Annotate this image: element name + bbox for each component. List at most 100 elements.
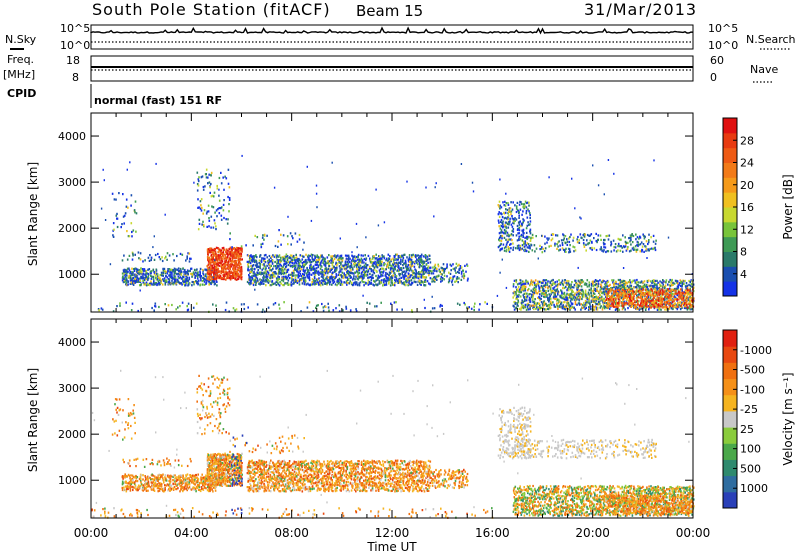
echo-cell [320,261,322,264]
echo-cell [554,291,557,294]
echo-cell [154,253,157,257]
echo-cell [570,298,572,301]
echo-cell [649,290,652,293]
echo-cell [333,265,335,268]
echo-cell [333,257,336,261]
freq-trace [91,66,693,71]
echo-cell [271,273,274,276]
echo-cell [377,277,379,280]
echo-cell [601,291,604,295]
echo-cell [319,284,322,287]
echo-cell [523,207,525,210]
echo-cell [615,302,617,305]
echo-cell [668,280,670,284]
echo-cell [527,243,530,246]
echo-cell [232,276,235,279]
echo-cell [208,249,211,252]
echo-cell [687,293,689,296]
echo-cell [530,236,532,239]
echo-cell [411,263,413,266]
echo-cell [635,248,638,251]
echo-cell [414,275,417,278]
echo-cell [625,249,628,252]
echo-cell [267,271,270,274]
echo-cell [304,263,306,266]
echo-cell [457,281,459,284]
echo-cell [187,283,190,286]
echo-cell [502,201,504,204]
echo-cell [639,304,641,307]
echo-cell [570,233,572,236]
echo-cell [241,247,243,250]
echo-cell [189,257,191,260]
echo-cell [384,279,386,282]
date-label: 31/Mar/2013 [584,0,697,19]
echo-cell [284,259,286,262]
echo-cell [522,294,525,297]
echo-cell [643,250,645,253]
echo-cell [175,280,178,283]
echo-cell [207,257,209,260]
echo-cell [355,263,358,266]
echo-cell [276,266,279,269]
echo-cell [645,245,647,248]
echo-cell [215,279,218,282]
echo-cell [559,305,561,308]
echo-cell [391,279,393,282]
echo-cell [285,269,288,272]
echo-cell [318,258,321,261]
echo-cell [288,277,291,280]
echo-cell [533,289,535,292]
echo-cell [410,268,412,271]
echo-cell [291,261,294,265]
echo-cell [519,208,522,211]
echo-cell [650,285,653,288]
echo-cell [423,284,426,287]
echo-cell [685,282,688,285]
echo-cell [579,279,581,282]
echo-cell [408,272,410,276]
echo-cell [302,280,305,283]
echo-cell [514,217,516,220]
echo-cell [593,287,596,290]
echo-cell [607,304,610,307]
echo-cell [187,252,189,255]
echo-cell [603,286,605,289]
echo-cell [213,271,216,274]
echo-cell [565,247,567,250]
echo-cell [126,230,128,233]
echo-cell [356,258,359,261]
echo-cell [421,269,423,272]
echo-cell [560,239,563,242]
echo-cell [635,300,637,303]
echo-cell [302,275,304,278]
echo-cell [188,276,190,279]
echo-cell [394,280,397,283]
echo-cell [259,267,261,270]
echo-cell [400,255,403,258]
echo-cell [521,239,524,242]
echo-cell [269,266,272,269]
echo-cell [425,254,427,258]
echo-cell [610,299,612,302]
echo-cell [629,295,631,298]
echo-cell [208,283,210,286]
echo-cell [349,274,352,277]
echo-cell [363,274,366,277]
echo-cell [622,297,625,301]
echo-cell [180,282,183,285]
echo-cell [166,272,169,275]
echo-cell [364,258,367,262]
echo-cell [519,295,522,298]
echo-cell [521,299,523,302]
echo-cell [649,288,652,291]
echo-cell [237,263,240,266]
echo-cell [205,176,208,179]
echo-cell [647,294,650,297]
echo-cell [233,270,236,273]
echo-cell [324,257,326,260]
echo-cell [621,289,624,292]
echo-cell [349,280,351,283]
echo-cell [373,255,375,258]
echo-cell [356,267,358,271]
